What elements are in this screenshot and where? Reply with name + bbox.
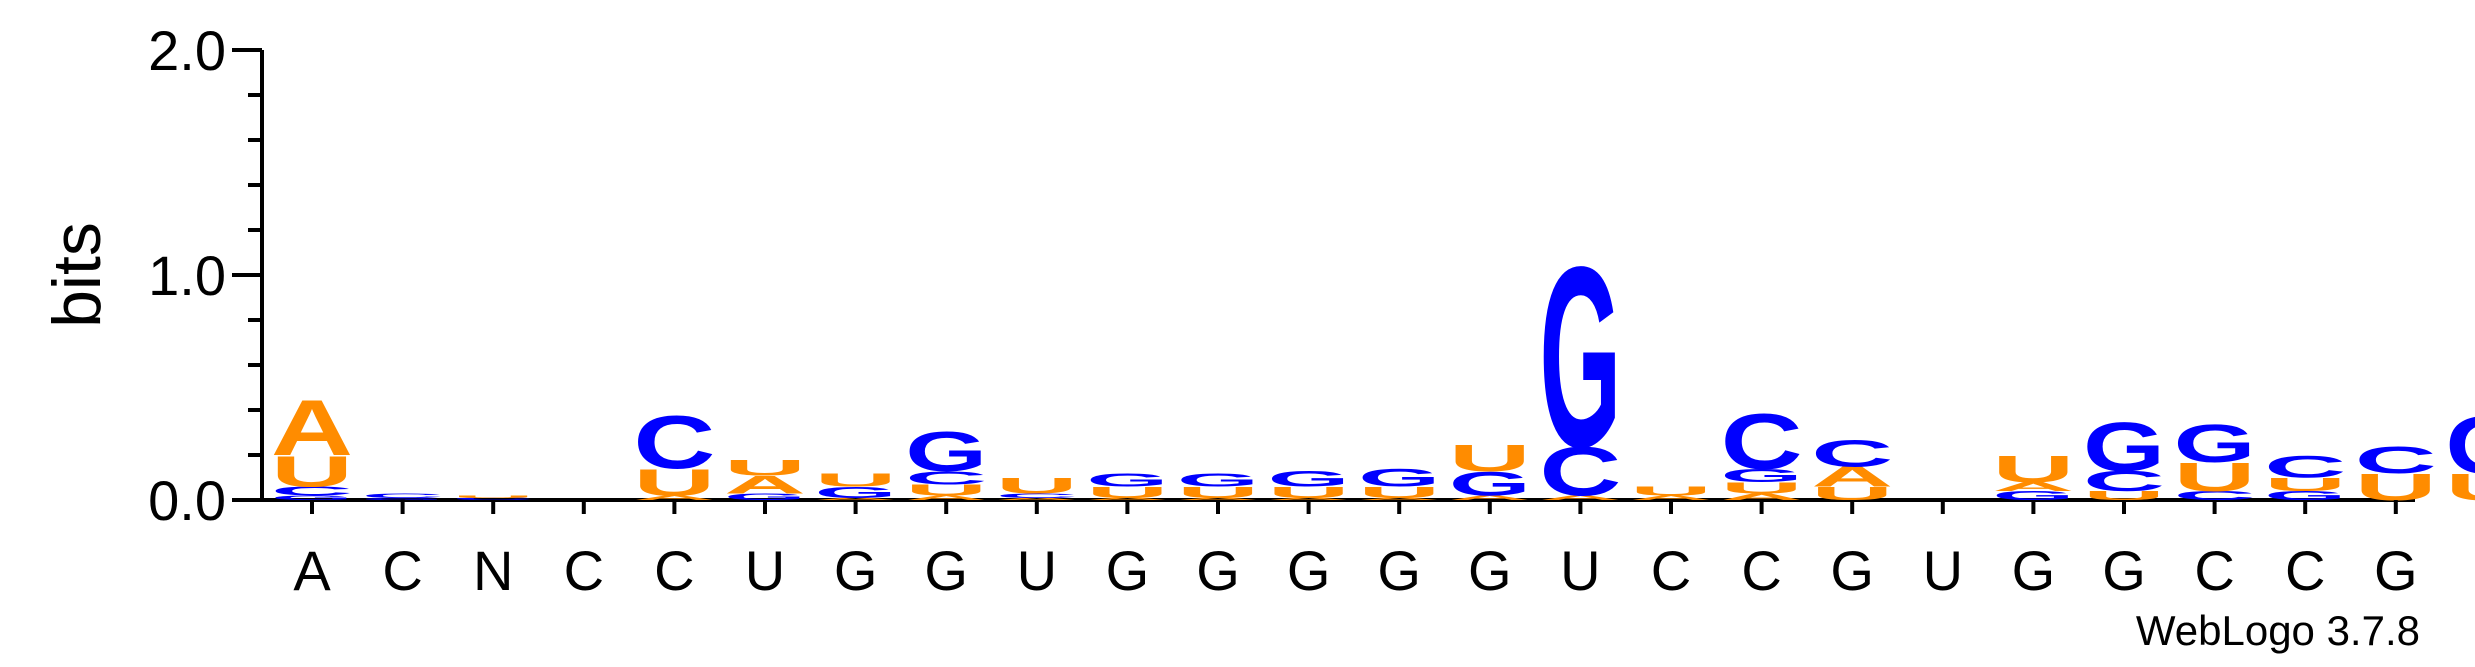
logo-letter-U: U (2445, 466, 2475, 508)
x-tick-label: N (473, 539, 513, 602)
y-axis-ticks: 0.0 1.0 2.0 (148, 19, 262, 532)
x-tick-label: G (1830, 539, 1874, 602)
x-tick-label: G (1468, 539, 1512, 602)
logo-letter-U: U (1630, 484, 1712, 498)
logo-letter-C: C (905, 467, 987, 488)
logo-letter-A: A (1992, 480, 2074, 494)
logo-letter-C: C (1811, 432, 1893, 474)
x-tick-label: G (2102, 539, 2146, 602)
logo-letter-G: G (362, 497, 444, 501)
logo-letter-C: C (1721, 398, 1803, 486)
logo-letter-C: C (2264, 449, 2346, 484)
logo-letter-U: U (2264, 474, 2346, 495)
logo-letter-G: G (1449, 464, 1531, 503)
x-tick-label: G (1287, 539, 1331, 602)
x-tick-label: G (2012, 539, 2056, 602)
logo-letter-U: U (1811, 483, 1893, 504)
logo-letter-G: G (905, 419, 987, 483)
logo-letter-G: G (1721, 465, 1803, 486)
logo-letter-G: G (271, 494, 353, 501)
logo-letter-C: C (2083, 465, 2165, 497)
logo-letter-C: C (2355, 439, 2437, 481)
logo-letter-U: U (633, 461, 715, 503)
logo-letter-U: U (905, 482, 987, 499)
logo-letter-A: A (996, 497, 1078, 501)
logo-letter-U: U (1086, 484, 1168, 501)
logo-letter-G: G (1268, 467, 1350, 492)
logo-letter-A: A (905, 494, 987, 501)
logo-letter-U: U (271, 447, 353, 496)
x-tick-label: C (2285, 539, 2325, 602)
logo-letter-U: U (2083, 489, 2165, 503)
logo-letter-U: U (815, 470, 897, 491)
logo-letter-C: C (1539, 433, 1621, 510)
logo-letter-U: U (1992, 448, 2074, 490)
logo-letter-A: A (633, 494, 715, 501)
logo-letter-G: G (2174, 413, 2256, 473)
logo-letter-G: G (1539, 213, 1621, 501)
y-tick-label: 2.0 (148, 19, 226, 82)
logo-letter-A: A (724, 471, 806, 499)
logo-letter-G: G (1358, 464, 1440, 492)
logo-letter-U: U (1358, 484, 1440, 501)
y-axis-label: bits (39, 222, 115, 328)
logo-letter-G: G (815, 484, 897, 502)
logo-letter-A: A (1539, 494, 1621, 501)
logo-letter-A: A (1630, 494, 1712, 501)
logo-letter-U: U (724, 456, 806, 480)
x-tick-label: A (293, 539, 331, 602)
x-tick-label: C (564, 539, 604, 602)
logo-letter-U: U (2174, 455, 2256, 500)
x-tick-label: U (1923, 539, 1963, 602)
x-tick-label: G (1196, 539, 1240, 602)
x-tick-label: C (1741, 539, 1781, 602)
logo-letter-G: G (2083, 408, 2165, 486)
logo-letter-C: C (996, 492, 1078, 499)
logo-letter-A: A (1358, 497, 1440, 501)
logo-letter-C: C (633, 401, 715, 485)
logo-letter-C: C (2174, 489, 2256, 503)
logo-letter-U: U (1268, 484, 1350, 501)
logo-letter-A: A (815, 497, 897, 501)
x-tick-label: G (924, 539, 968, 602)
logo-letter-G: G (1992, 489, 2074, 503)
logo-letter-A: A (1177, 497, 1259, 501)
logo-letter-A: A (1086, 497, 1168, 501)
x-tick-label: G (1377, 539, 1421, 602)
x-tick-label: C (2194, 539, 2234, 602)
weblogo-credit: WebLogo 3.7.8 (2136, 607, 2420, 654)
logo-letter-G: G (1177, 470, 1259, 491)
logo-letter-G: G (724, 491, 806, 502)
x-tick-label: C (382, 539, 422, 602)
logo-letter-G: G (2445, 399, 2475, 490)
logo-letter-G: G (1086, 470, 1168, 491)
x-tick-label: G (2374, 539, 2418, 602)
logo-letter-A: A (1721, 492, 1803, 503)
logo-letter-U: U (996, 474, 1078, 498)
logo-letter-A: A (1449, 494, 1531, 501)
logo-letter-U: U (452, 495, 534, 499)
logo-letter-G: G (2264, 489, 2346, 503)
logo-letter-A: A (1268, 497, 1350, 501)
logo-letter-U: U (1449, 436, 1531, 478)
logo-letter-U: U (1721, 479, 1803, 496)
logo-letter-A: A (1811, 461, 1893, 493)
x-tick-label: U (1560, 539, 1600, 602)
logo-letter-U: U (1177, 484, 1259, 501)
logo-letter-C: C (362, 492, 444, 499)
x-tick-label: U (745, 539, 785, 602)
x-tick-label: G (1106, 539, 1150, 602)
logo-letter-C: C (452, 497, 534, 501)
logo-letter-C: C (271, 484, 353, 498)
x-tick-label: G (834, 539, 878, 602)
y-tick-label: 0.0 (148, 469, 226, 532)
logo-letter-A: A (271, 384, 353, 472)
x-tick-label: C (1651, 539, 1691, 602)
x-tick-label: U (1017, 539, 1057, 602)
x-tick-label: C (654, 539, 694, 602)
y-tick-label: 1.0 (148, 244, 226, 307)
